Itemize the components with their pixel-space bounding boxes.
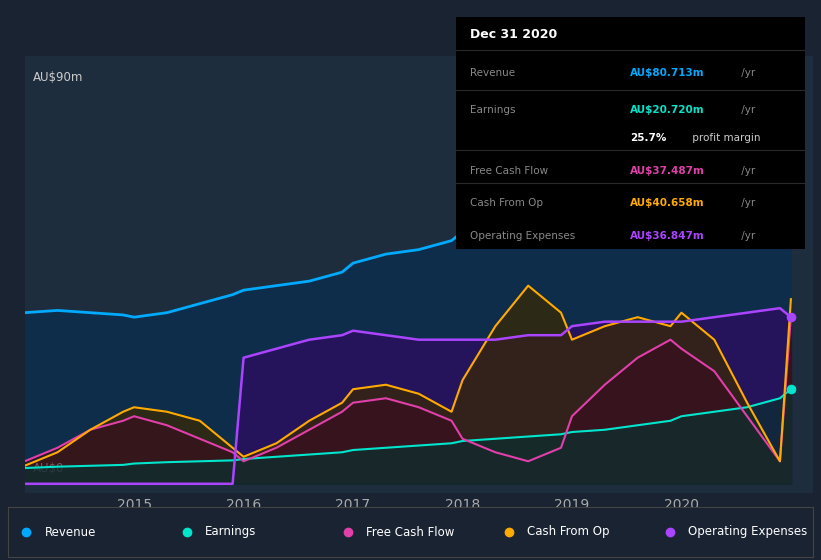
Text: Cash From Op: Cash From Op <box>470 198 543 208</box>
Text: AU$37.487m: AU$37.487m <box>631 166 705 175</box>
Text: AU$0: AU$0 <box>33 463 64 475</box>
Text: /yr: /yr <box>738 231 755 241</box>
Text: AU$20.720m: AU$20.720m <box>631 105 704 115</box>
Point <box>784 312 797 321</box>
Text: Free Cash Flow: Free Cash Flow <box>366 525 455 539</box>
Text: Dec 31 2020: Dec 31 2020 <box>470 29 557 41</box>
Text: profit margin: profit margin <box>690 133 761 143</box>
Text: Cash From Op: Cash From Op <box>527 525 610 539</box>
Text: AU$80.713m: AU$80.713m <box>631 68 704 78</box>
Text: /yr: /yr <box>738 105 755 115</box>
Text: AU$36.847m: AU$36.847m <box>631 231 705 241</box>
Text: Operating Expenses: Operating Expenses <box>688 525 807 539</box>
Point <box>784 385 797 394</box>
Text: AU$40.658m: AU$40.658m <box>631 198 704 208</box>
Text: 25.7%: 25.7% <box>631 133 667 143</box>
Text: Free Cash Flow: Free Cash Flow <box>470 166 548 175</box>
Text: Earnings: Earnings <box>470 105 515 115</box>
Text: AU$90m: AU$90m <box>33 71 83 85</box>
Text: Revenue: Revenue <box>470 68 515 78</box>
Text: Operating Expenses: Operating Expenses <box>470 231 575 241</box>
Text: /yr: /yr <box>738 198 755 208</box>
Text: /yr: /yr <box>738 68 755 78</box>
Text: /yr: /yr <box>738 166 755 175</box>
Point <box>784 115 797 124</box>
Text: Revenue: Revenue <box>44 525 96 539</box>
Text: Earnings: Earnings <box>205 525 257 539</box>
